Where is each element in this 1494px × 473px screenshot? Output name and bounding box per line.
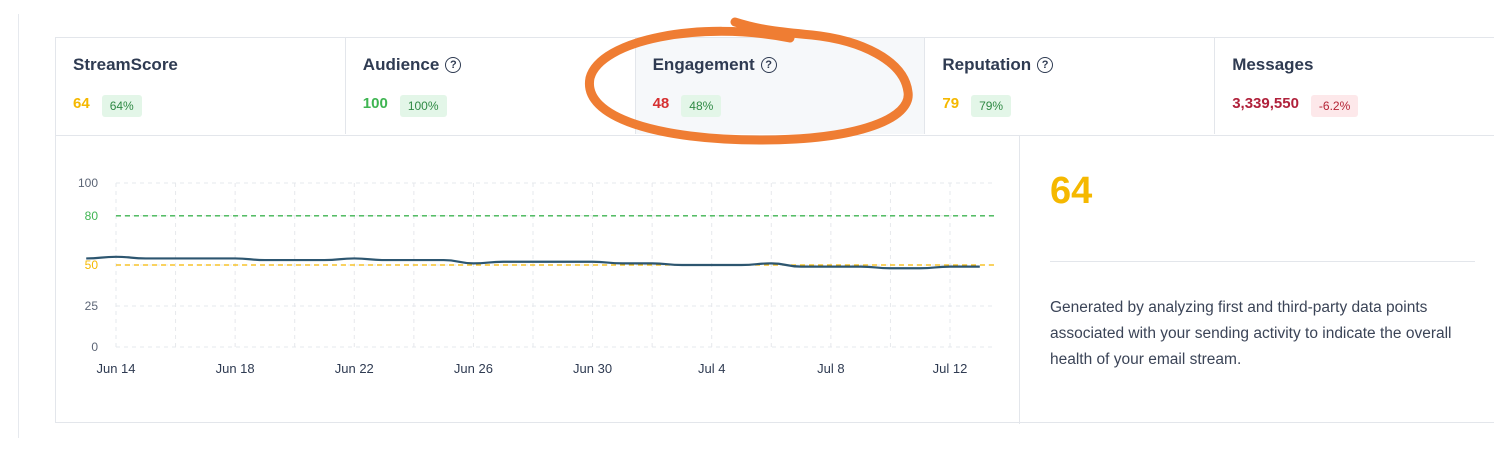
big-score: 64 — [1050, 170, 1093, 212]
score-summary: 64 Generated by analyzing first and thir… — [1020, 135, 1494, 424]
y-tick-label: 25 — [85, 299, 99, 313]
x-tick-label: Jun 26 — [454, 361, 493, 376]
question-circle-icon[interactable]: ? — [1037, 57, 1054, 73]
x-tick-label: Jun 14 — [96, 361, 135, 376]
score-chart-panel: 0 25 50 80 100 Jun 14 Jun 18 Jun 22 Jun 26 Jun 30… — [56, 135, 1020, 424]
tab-messages[interactable]: Messages 3,339,550 -6.2% — [1215, 38, 1494, 134]
tab-title: StreamScore — [73, 55, 178, 74]
y-tick-label: 50 — [85, 258, 99, 272]
tab-streamscore[interactable]: StreamScore 64 64% — [56, 38, 346, 134]
tab-title: Reputation — [942, 55, 1032, 74]
question-circle-icon[interactable]: ? — [445, 57, 462, 73]
score-line-chart: 0 25 50 80 100 Jun 14 Jun 18 Jun 22 Jun 26 Jun 30… — [78, 176, 996, 376]
y-tick-label: 80 — [85, 209, 99, 223]
tab-title: Messages — [1232, 55, 1314, 74]
tab-value: 79 — [942, 95, 960, 112]
x-tick-label: Jul 12 — [933, 361, 968, 376]
summary-divider — [1050, 261, 1475, 262]
score-description: Generated by analyzing first and third-p… — [1050, 299, 1452, 368]
tab-engagement[interactable]: Engagement? 48 48% — [635, 38, 926, 134]
tab-title: Audience — [362, 55, 440, 74]
tab-value: 3,339,550 — [1232, 95, 1299, 112]
tab-badge: 48% — [681, 95, 722, 117]
tab-title: Engagement — [652, 55, 755, 74]
x-tick-label: Jul 4 — [698, 361, 725, 376]
tab-value: 64 — [73, 95, 90, 112]
tab-audience[interactable]: Audience? 100 100% — [346, 38, 636, 134]
tab-badge: 100% — [399, 95, 447, 117]
y-tick-label: 100 — [78, 176, 98, 190]
y-tick-label: 0 — [91, 340, 98, 354]
tab-badge: 64% — [101, 95, 142, 117]
tab-badge: 79% — [971, 95, 1012, 117]
question-circle-icon[interactable]: ? — [760, 57, 777, 73]
tab-badge: -6.2% — [1310, 95, 1359, 117]
x-tick-label: Jun 30 — [573, 361, 612, 376]
tab-value: 100 — [362, 95, 388, 112]
tab-value: 48 — [652, 95, 670, 112]
x-tick-label: Jun 18 — [216, 361, 255, 376]
x-tick-label: Jun 22 — [335, 361, 374, 376]
metric-tabs: StreamScore 64 64% Audience? 100 100% En… — [56, 38, 1494, 136]
stream-score-card: StreamScore 64 64% Audience? 100 100% En… — [55, 37, 1494, 424]
tab-reputation[interactable]: Reputation? 79 79% — [925, 38, 1216, 134]
page-left-divider — [18, 14, 19, 438]
x-tick-label: Jul 8 — [817, 361, 844, 376]
